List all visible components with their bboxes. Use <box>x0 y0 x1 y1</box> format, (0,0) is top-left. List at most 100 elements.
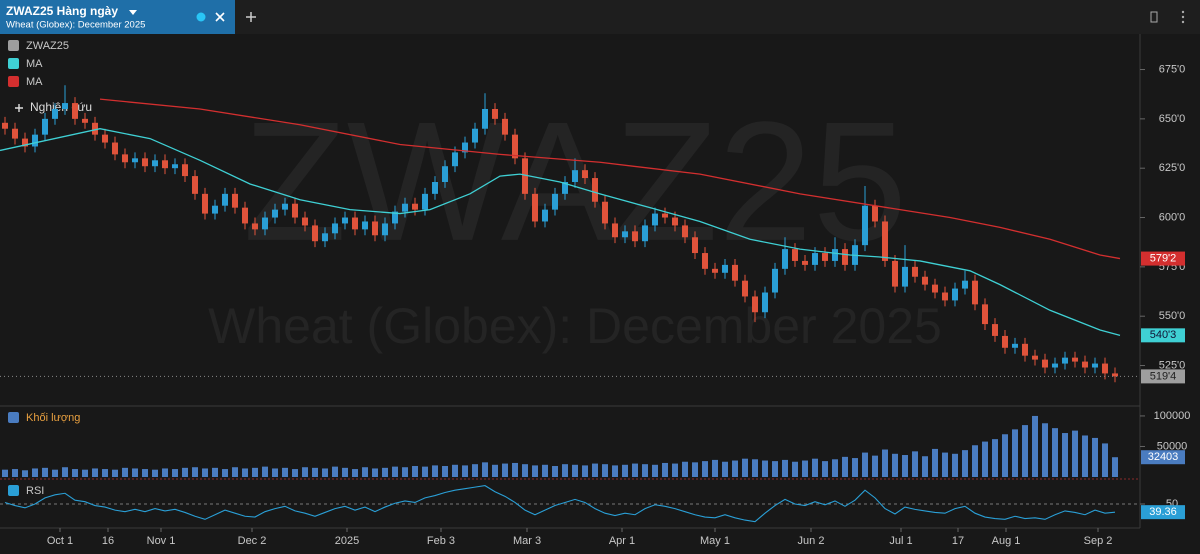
candle-body <box>62 103 68 109</box>
candle-body <box>1072 357 1078 362</box>
add-study-icon[interactable] <box>15 104 23 112</box>
y-tick-label: 650'0 <box>1159 113 1186 125</box>
volume-bar <box>442 466 448 477</box>
volume-bar <box>872 455 878 477</box>
volume-bar <box>592 463 598 477</box>
x-tick-label: Nov 1 <box>147 535 176 547</box>
menu-icon[interactable] <box>1181 10 1185 24</box>
candle-body <box>962 280 968 289</box>
volume-bar <box>342 467 348 477</box>
volume-bar <box>612 465 618 477</box>
volume-bar <box>932 448 938 477</box>
volume-bar <box>672 463 678 477</box>
volume-bar <box>422 466 428 477</box>
candle-body <box>82 118 88 123</box>
volume-bar <box>702 461 708 477</box>
candle-body <box>572 170 578 183</box>
volume-bar <box>462 465 468 477</box>
close-icon[interactable] <box>215 12 225 22</box>
candle-body <box>182 164 188 177</box>
volume-bar <box>922 456 928 477</box>
legend-label[interactable]: MA <box>26 76 43 88</box>
candle-body <box>562 182 568 194</box>
ma-last-label-box <box>1141 328 1185 343</box>
legend-label[interactable]: Khối lượng <box>26 412 80 424</box>
volume-bar <box>112 469 118 477</box>
status-dot <box>196 12 206 22</box>
x-tick-label: 16 <box>102 535 114 547</box>
volume-bar <box>32 468 38 477</box>
volume-last-label-box <box>1141 450 1185 465</box>
volume-bar <box>242 468 248 477</box>
volume-bar <box>312 467 318 477</box>
volume-bar <box>522 464 528 477</box>
volume-bar <box>762 460 768 477</box>
candle-body <box>842 249 848 265</box>
candle-body <box>762 292 768 313</box>
candle-body <box>1032 355 1038 360</box>
candle-body <box>512 134 518 159</box>
candle-body <box>32 134 38 147</box>
legend-label[interactable]: ZWAZ25 <box>26 40 69 52</box>
candle-body <box>382 223 388 236</box>
candle-body <box>712 268 718 273</box>
legend-swatch <box>8 485 19 496</box>
candle-body <box>952 288 958 301</box>
candle-body <box>1102 363 1108 374</box>
volume-bar <box>942 452 948 477</box>
window-icon[interactable] <box>1150 11 1158 23</box>
volume-bar <box>292 469 298 477</box>
symbol-tab[interactable] <box>0 0 235 34</box>
legend-label[interactable]: MA <box>26 58 43 70</box>
volume-bar <box>102 469 108 477</box>
candle-body <box>282 203 288 210</box>
candle-body <box>932 284 938 293</box>
volume-bar <box>752 459 758 477</box>
candle-body <box>252 223 258 230</box>
add-tab-icon[interactable] <box>246 12 256 22</box>
legend-swatch <box>8 76 19 87</box>
volume-bar <box>372 468 378 477</box>
candle-body <box>492 108 498 119</box>
volume-bar <box>892 453 898 477</box>
legend-label[interactable]: RSI <box>26 485 44 497</box>
x-tick-label: Jun 2 <box>798 535 825 547</box>
candle-body <box>152 160 158 167</box>
candle-body <box>642 225 648 242</box>
candle-body <box>392 211 398 224</box>
x-tick-label: Feb 3 <box>427 535 455 547</box>
candle-body <box>442 166 448 183</box>
candle-body <box>602 201 608 224</box>
volume-bar <box>262 466 268 477</box>
volume-bar <box>162 468 168 477</box>
ma-last-label: 579'2 <box>1150 252 1177 264</box>
volume-bar <box>572 464 578 477</box>
volume-bar <box>692 462 698 477</box>
volume-bar <box>332 466 338 477</box>
x-tick-label: Oct 1 <box>47 535 73 547</box>
candle-body <box>232 193 238 208</box>
legend-swatch <box>8 412 19 423</box>
ma-last-label: 540'3 <box>1150 329 1177 341</box>
volume-bar <box>652 464 658 477</box>
candle-body <box>972 280 978 305</box>
volume-bar <box>812 458 818 477</box>
volume-bar <box>1072 430 1078 477</box>
dropdown-icon[interactable] <box>129 10 137 15</box>
volume-bar <box>1102 443 1108 477</box>
volume-bar <box>682 461 688 477</box>
watermark-description: Wheat (Globex): December 2025 <box>208 298 942 354</box>
volume-bar <box>832 459 838 477</box>
volume-bar <box>1002 434 1008 477</box>
candle-body <box>632 231 638 242</box>
volume-bar <box>1082 435 1088 477</box>
candle-body <box>542 209 548 222</box>
study-button[interactable]: Nghiên cứu <box>30 100 92 114</box>
volume-bar <box>902 455 908 477</box>
volume-bar <box>122 467 128 477</box>
candle-body <box>292 203 298 218</box>
candle-body <box>592 178 598 202</box>
candle-body <box>662 213 668 218</box>
candle-body <box>122 154 128 163</box>
candle-body <box>802 260 808 265</box>
